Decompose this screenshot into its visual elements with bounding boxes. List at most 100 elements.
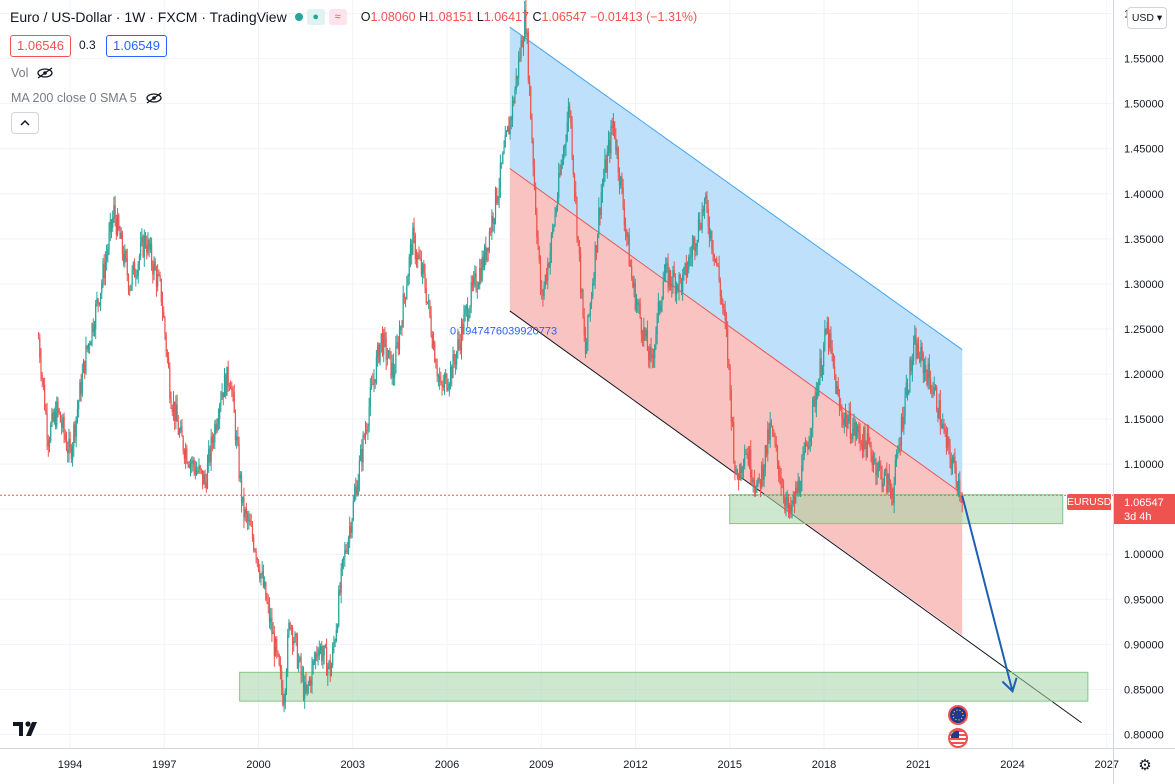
candle-body [616,147,618,151]
candle-body [573,173,576,192]
eye-hidden-icon[interactable] [145,92,163,104]
candle-body [379,343,381,362]
candle-body [272,632,274,635]
candle-body [494,188,497,219]
candle-body [560,164,562,175]
candle-body [816,392,819,397]
candle-body [194,467,196,475]
buy-price-button[interactable]: 1.06549 [106,35,167,57]
candle-body [315,653,317,661]
candle-body [369,387,371,407]
candle-body [522,40,525,48]
candle-body [545,275,548,281]
candle-body [570,112,572,124]
candle-body [855,432,858,437]
candle-body [870,444,872,456]
candle-body [339,590,341,593]
candle-body [479,268,481,286]
candle-body [374,379,376,383]
candle-body [132,262,134,271]
eu-event-icon[interactable] [948,705,968,725]
candle-body [700,228,702,230]
candle-body [695,246,697,252]
candle-body [706,195,708,209]
candle-body [657,301,659,315]
candle-body [824,329,826,346]
eye-hidden-icon[interactable] [36,67,54,79]
candle-body [514,89,516,104]
indicator-volume[interactable]: Vol [11,66,54,80]
candle-body [508,126,510,135]
candle-body [142,236,144,257]
tradingview-logo[interactable] [12,718,40,740]
candle-body [825,329,827,334]
candle-body [310,679,312,686]
candle-body [519,57,521,59]
candle-body [892,497,894,503]
candle-body [425,287,427,303]
candle-body [75,417,77,437]
data-status-icon[interactable]: ● [306,9,325,25]
candle-body [541,290,543,292]
candle-body [423,264,425,273]
candle-body [345,549,347,552]
channel-mid-line [509,168,963,495]
candle-body [362,435,364,463]
candle-body [347,537,350,552]
candle-body [308,679,311,685]
x-tick-label: 2009 [529,759,553,771]
candle-body [720,295,723,300]
candle-body [481,256,483,281]
candle-body [413,227,415,236]
candle-body [502,153,504,164]
currency-select[interactable]: USD ▾ [1127,7,1167,29]
candle-body [635,302,638,310]
wave-icon[interactable]: ≈ [328,9,347,25]
y-tick-label: 1.45000 [1124,144,1164,156]
gear-icon[interactable]: ⚙ [1138,757,1152,774]
candle-body [705,195,707,199]
x-tick-label: 2021 [906,759,930,771]
candle-body [129,289,131,291]
candle-body [764,445,766,469]
low-label: L [476,10,484,24]
indicator-ma200[interactable]: MA 200 close 0 SMA 5 [11,91,163,105]
collapse-legend-button[interactable] [11,112,39,134]
candle-body [462,323,464,334]
candle-body [159,275,161,279]
candle-body [473,276,475,286]
candle-body [831,347,833,354]
candle-body [144,235,147,246]
indicator-volume-label: Vol [11,66,29,80]
candle-body [626,229,628,237]
open-label: O [360,10,371,24]
candle-body [537,236,539,248]
candle-body [633,282,635,288]
candle-body [746,453,748,455]
candle-body [346,551,348,553]
candle-body [711,231,713,250]
candle-body [939,400,941,426]
candle-body [953,456,955,463]
candle-body [79,381,81,402]
high-label: H [419,10,429,24]
candle-body [576,198,578,237]
close-label: C [532,10,542,24]
candle-body [957,480,960,491]
candle-body [790,505,792,513]
us-event-icon[interactable] [948,728,968,748]
candle-body [621,176,623,188]
candle-body [268,604,271,623]
candle-body [392,362,395,378]
sell-price-button[interactable]: 1.06546 [10,35,71,57]
support-zone-lower [239,671,1089,702]
candle-body [435,361,437,368]
candle-body [242,496,244,503]
candle-body [809,437,811,442]
candle-body [680,278,683,292]
candle-body [400,326,402,331]
candle-body [586,342,588,354]
low-value: 1.06417 [483,10,529,24]
candle-body [651,354,653,359]
